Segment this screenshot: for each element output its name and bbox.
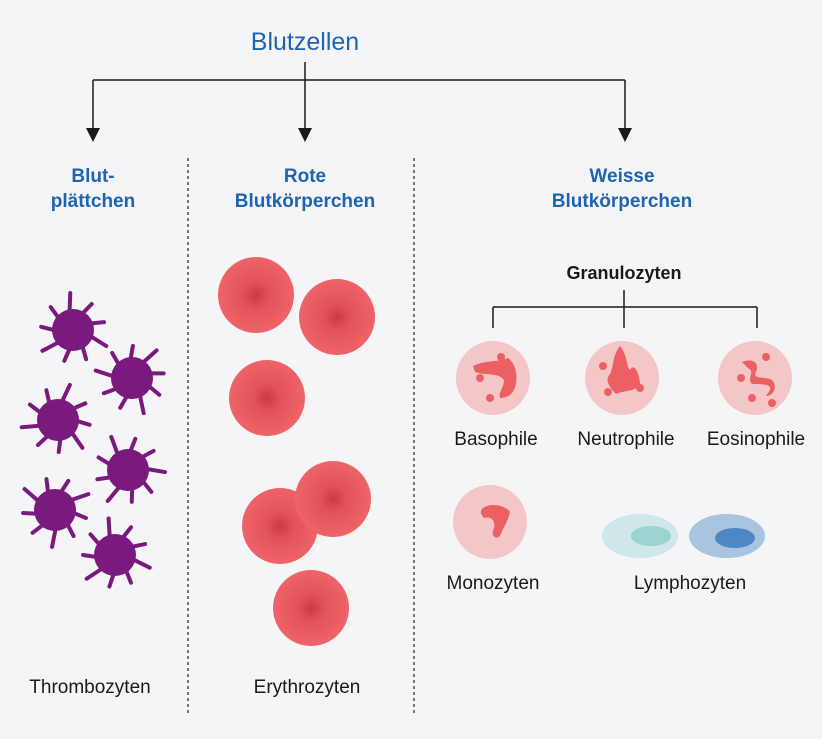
- label-erythrocytes: Erythrozyten: [254, 677, 361, 698]
- label-monocytes: Monozyten: [447, 573, 540, 594]
- thrombocyte: [21, 477, 91, 549]
- heading-red-line1: Rote: [284, 166, 326, 187]
- thrombocyte: [81, 516, 152, 589]
- heading-white-line2: Blutkörperchen: [552, 191, 692, 212]
- heading-platelets-line2: plättchen: [51, 191, 135, 212]
- label-neutrophils: Neutrophile: [577, 429, 674, 450]
- thrombocytes-illustration: [19, 291, 167, 589]
- thrombocyte: [93, 344, 166, 416]
- label-eosinophils: Eosinophile: [707, 429, 805, 450]
- heading-platelets-line1: Blut-: [71, 166, 114, 187]
- label-basophils: Basophile: [454, 429, 537, 450]
- monocyte-cell: [453, 485, 527, 559]
- arrow-down-icon: [298, 128, 312, 142]
- label-thrombocytes: Thrombozyten: [29, 677, 150, 698]
- erythrocyte: [299, 279, 375, 355]
- heading-white-line1: Weisse: [589, 166, 654, 187]
- heading-granulocytes: Granulozyten: [566, 263, 681, 283]
- thrombocyte: [39, 291, 109, 363]
- heading-red-line2: Blutkörperchen: [235, 191, 375, 212]
- granulocytes-bracket: [492, 290, 758, 328]
- erythrocyte: [218, 257, 294, 333]
- neutrophil-cell: [585, 341, 659, 415]
- arrow-down-icon: [618, 128, 632, 142]
- eosinophil-cell: [718, 341, 792, 415]
- thrombocyte: [19, 382, 92, 454]
- basophil-cell: [456, 341, 530, 415]
- erythrocytes-illustration: [218, 257, 375, 646]
- erythrocyte: [273, 570, 349, 646]
- erythrocyte: [295, 461, 371, 537]
- arrow-down-icon: [86, 128, 100, 142]
- erythrocyte: [229, 360, 305, 436]
- label-lymphocytes: Lymphozyten: [634, 573, 746, 594]
- thrombocyte: [95, 434, 167, 504]
- top-bracket: [86, 62, 632, 142]
- diagram-title: Blutzellen: [251, 28, 359, 56]
- lymphocyte-cells: [602, 514, 765, 558]
